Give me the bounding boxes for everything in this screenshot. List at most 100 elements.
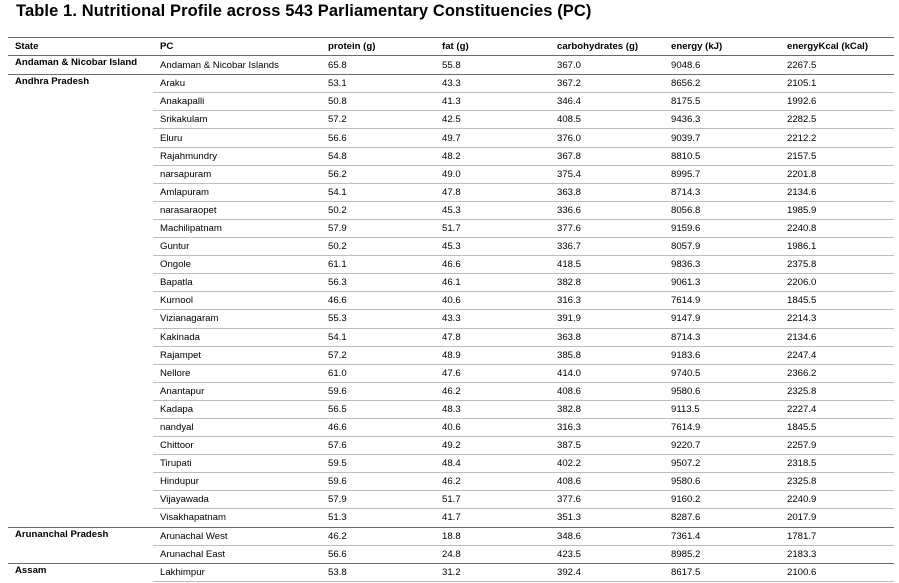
- energy-kj-cell: 8714.3: [664, 328, 780, 347]
- energy-kcal-cell: 2134.6: [780, 328, 894, 347]
- fat-cell: 43.3: [435, 74, 550, 94]
- energy-kj-cell: 8287.6: [664, 508, 780, 528]
- fat-cell: 45.3: [435, 237, 550, 257]
- protein-cell: 56.6: [321, 128, 435, 148]
- energy-kcal-cell: 2201.8: [780, 165, 894, 184]
- fat-cell: 48.2: [435, 147, 550, 166]
- energy-kj-cell: 9160.2: [664, 490, 780, 510]
- pc-name-cell: Bapatla: [153, 273, 321, 293]
- fat-cell: 40.6: [435, 291, 550, 311]
- energy-kj-cell: 9039.7: [664, 128, 780, 148]
- fat-cell: 51.7: [435, 219, 550, 239]
- energy-kj-cell: 9580.6: [664, 472, 780, 492]
- energy-kcal-cell: 2100.6: [780, 563, 894, 583]
- carbohydrates-cell: 375.4: [550, 165, 664, 184]
- energy-kcal-cell: 2240.8: [780, 219, 894, 239]
- protein-cell: 56.6: [321, 545, 435, 564]
- energy-kj-cell: 9159.6: [664, 219, 780, 239]
- energy-kcal-cell: 2247.4: [780, 346, 894, 365]
- protein-cell: 51.3: [321, 508, 435, 528]
- table-row: Chittoor 57.6 49.2 387.5 9220.7 2257.9: [8, 436, 894, 456]
- protein-cell: 53.8: [321, 563, 435, 583]
- column-header-state: State: [8, 36, 153, 57]
- table-row: Arunanchal Pradesh Arunachal West 46.2 18.8…: [8, 527, 894, 564]
- energy-kj-cell: 9507.2: [664, 454, 780, 474]
- table-row: Tirupati 59.5 48.4 402.2 9507.2 2318.5: [8, 454, 894, 474]
- table-row: Machilipatnam 57.9 51.7 377.6 9159.6 2240.8: [8, 219, 894, 239]
- energy-kcal-cell: 2206.0: [780, 273, 894, 293]
- protein-cell: 61.0: [321, 364, 435, 383]
- pc-name-cell: Visakhapatnam: [153, 508, 321, 528]
- pc-name-cell: Vijayawada: [153, 490, 321, 510]
- carbohydrates-cell: 367.2: [550, 74, 664, 94]
- table-row: Eluru 56.6 49.7 376.0 9039.7 2212.2: [8, 128, 894, 148]
- protein-cell: 54.1: [321, 328, 435, 347]
- carbohydrates-cell: 382.8: [550, 273, 664, 293]
- energy-kcal-cell: 2212.2: [780, 128, 894, 148]
- state-cell: Assam: [15, 564, 47, 576]
- energy-kj-cell: 7614.9: [664, 418, 780, 438]
- table-row: Kurnool 46.6 40.6 316.3 7614.9 1845.5: [8, 291, 894, 311]
- table-row: narasaraopet 50.2 45.3 336.6 8056.8 1985.9: [8, 201, 894, 220]
- pc-name-cell: narasaraopet: [153, 201, 321, 220]
- energy-kcal-cell: 2366.2: [780, 364, 894, 383]
- pc-name-cell: nandyal: [153, 418, 321, 438]
- energy-kcal-cell: 2183.3: [780, 545, 894, 564]
- carbohydrates-cell: 392.4: [550, 563, 664, 583]
- fat-cell: 46.2: [435, 382, 550, 401]
- protein-cell: 57.9: [321, 490, 435, 510]
- fat-cell: 40.6: [435, 418, 550, 438]
- pc-name-cell: Eluru: [153, 128, 321, 148]
- pc-name-cell: Rajahmundry: [153, 147, 321, 166]
- energy-kj-cell: 9147.9: [664, 309, 780, 329]
- carbohydrates-cell: 351.3: [550, 508, 664, 528]
- fat-cell: 49.0: [435, 165, 550, 184]
- fat-cell: 49.7: [435, 128, 550, 148]
- carbohydrates-cell: 408.6: [550, 382, 664, 401]
- protein-cell: 57.2: [321, 110, 435, 130]
- fat-cell: 51.7: [435, 490, 550, 510]
- energy-kj-cell: 9436.3: [664, 110, 780, 130]
- fat-cell: 46.2: [435, 472, 550, 492]
- energy-kcal-cell: 1986.1: [780, 237, 894, 257]
- protein-cell: 56.3: [321, 273, 435, 293]
- column-header-carbohydrates: carbohydrates (g): [550, 36, 664, 57]
- energy-kcal-cell: 2325.8: [780, 472, 894, 492]
- fat-cell: 47.8: [435, 183, 550, 202]
- energy-kcal-cell: 2227.4: [780, 400, 894, 419]
- pc-name-cell: Hindupur: [153, 472, 321, 492]
- pc-name-cell: Tirupati: [153, 454, 321, 474]
- carbohydrates-cell: 377.6: [550, 219, 664, 239]
- fat-cell: 24.8: [435, 545, 550, 564]
- energy-kj-cell: 7361.4: [664, 527, 780, 546]
- energy-kcal-cell: 1781.7: [780, 527, 894, 546]
- energy-kj-cell: 7614.9: [664, 291, 780, 311]
- fat-cell: 42.5: [435, 110, 550, 130]
- pc-name-cell: Amlapuram: [153, 183, 321, 202]
- protein-cell: 46.6: [321, 418, 435, 438]
- energy-kj-cell: 9220.7: [664, 436, 780, 456]
- nutrition-table: State PC protein (g) fat (g) carbohydrat…: [8, 36, 894, 583]
- energy-kj-cell: 9836.3: [664, 255, 780, 275]
- pc-name-cell: Srikakulam: [153, 110, 321, 130]
- pc-name-cell: Anakapalli: [153, 92, 321, 112]
- energy-kj-cell: 8056.8: [664, 201, 780, 220]
- table-row: Kakinada 54.1 47.8 363.8 8714.3 2134.6: [8, 328, 894, 347]
- energy-kcal-cell: 2105.1: [780, 74, 894, 94]
- pc-name-cell: Arunachal West: [153, 527, 321, 546]
- table-row: Hindupur 59.6 46.2 408.6 9580.6 2325.8: [8, 472, 894, 492]
- energy-kcal-cell: 2267.5: [780, 55, 894, 76]
- table-row: Andaman & Nicobar Island Andaman & Nicoba…: [8, 55, 894, 76]
- carbohydrates-cell: 402.2: [550, 454, 664, 474]
- energy-kcal-cell: 2134.6: [780, 183, 894, 202]
- pc-name-cell: Nellore: [153, 364, 321, 383]
- nutrition-table-container: State PC protein (g) fat (g) carbohydrat…: [8, 36, 894, 583]
- fat-cell: 41.3: [435, 92, 550, 112]
- fat-cell: 46.6: [435, 255, 550, 275]
- carbohydrates-cell: 387.5: [550, 436, 664, 456]
- protein-cell: 46.6: [321, 291, 435, 311]
- table-row: Rajahmundry 54.8 48.2 367.8 8810.5 2157.5: [8, 147, 894, 166]
- energy-kj-cell: 8175.5: [664, 92, 780, 112]
- table-row: Vijayawada 57.9 51.7 377.6 9160.2 2240.9: [8, 490, 894, 510]
- carbohydrates-cell: 408.5: [550, 110, 664, 130]
